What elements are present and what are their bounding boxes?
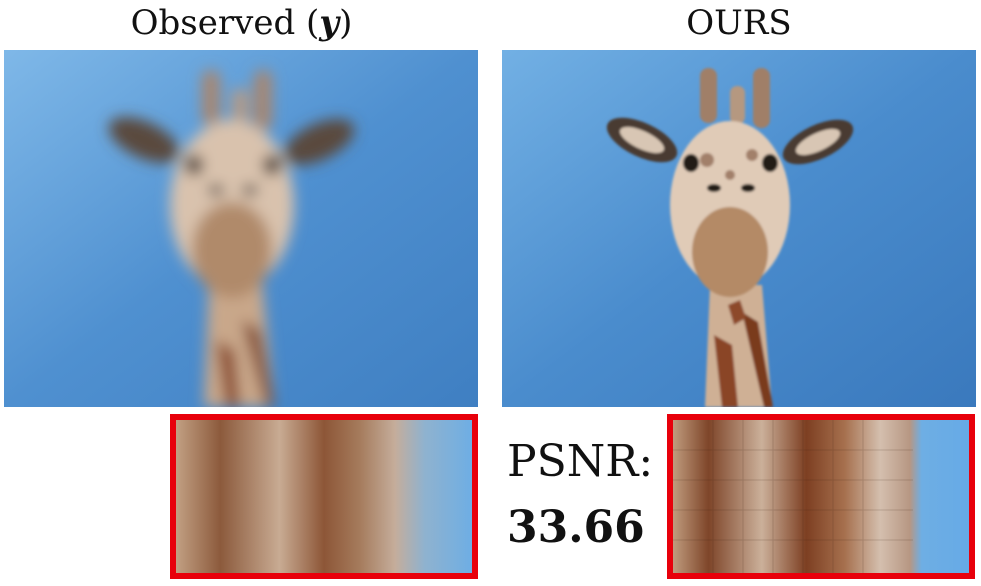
observed-zoom-crop — [170, 414, 478, 579]
restored-zoom-crop — [667, 414, 975, 579]
restored-image — [502, 50, 976, 407]
giraffe-blurred — [108, 70, 355, 407]
observed-image — [4, 50, 478, 407]
ours-title: OURS — [686, 3, 792, 43]
psnr-label: PSNR: — [507, 436, 654, 487]
psnr-value: 33.66 — [507, 502, 645, 553]
giraffe-restored — [606, 68, 854, 407]
observed-title: Observed (y) — [130, 3, 353, 43]
